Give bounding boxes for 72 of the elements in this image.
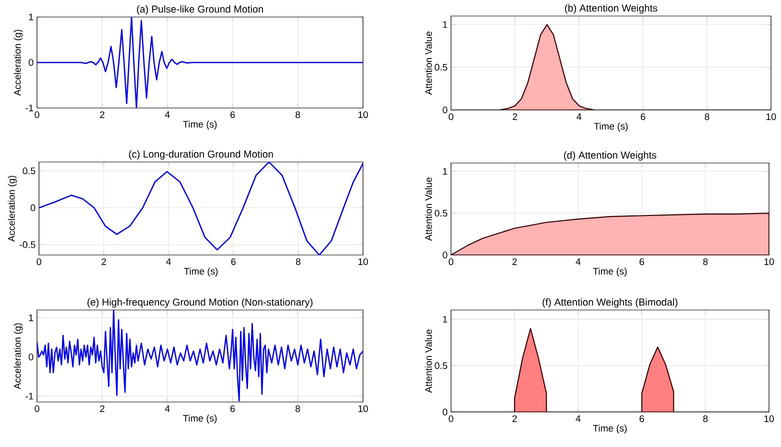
y-tick-label: 0 — [28, 59, 34, 66]
y-axis-title: Attention Value — [424, 330, 432, 393]
x-tick-label: 2 — [100, 405, 104, 412]
line-series — [37, 16, 364, 108]
x-tick-label: 2 — [512, 258, 517, 265]
chart-title: (e) High-frequency Ground Motion (Non-stationary) — [88, 298, 312, 308]
y-tick-label: 0.5 — [434, 362, 448, 369]
x-tick-label: 2 — [102, 258, 106, 265]
x-tick-label: 4 — [164, 111, 170, 118]
line-series — [39, 162, 364, 255]
x-tick-label: 10 — [764, 258, 774, 266]
x-tick-label: 2 — [100, 111, 104, 118]
x-tick-label: 10 — [766, 113, 776, 120]
y-tick-label: 1 — [443, 316, 448, 323]
x-tick-label: 2 — [512, 113, 518, 120]
chart-title: (b) Attention Weights — [565, 4, 658, 14]
x-tick-label: 4 — [576, 113, 582, 120]
chart-title: (c) Long-duration Ground Motion — [129, 150, 273, 160]
x-tick-label: 0 — [448, 258, 454, 266]
x-tick-label: 6 — [640, 113, 646, 120]
x-axis-title: Time (s) — [182, 414, 217, 424]
x-tick-label: 8 — [296, 111, 300, 118]
y-axis-title: Acceleration (g) — [14, 30, 23, 96]
x-tick-label: 10 — [358, 405, 368, 412]
x-tick-label: 8 — [703, 258, 708, 266]
y-tick-label: 0.5 — [434, 210, 448, 217]
chart-title: (a) Pulse-like Ground Motion — [136, 5, 263, 15]
x-axis-title: Time (s) — [184, 268, 218, 276]
x-axis-title: Time (s) — [592, 268, 627, 276]
x-axis-title: Time (s) — [182, 120, 217, 130]
x-tick-label: 6 — [640, 415, 644, 422]
y-tick-label: 1 — [29, 14, 34, 20]
x-tick-label: 6 — [230, 405, 235, 412]
y-tick-label: 0 — [442, 106, 448, 114]
x-tick-label: 4 — [164, 405, 170, 412]
x-tick-label: 8 — [296, 405, 300, 412]
chart-title: (d) Attention Weights — [564, 151, 656, 161]
x-tick-label: 4 — [576, 415, 581, 422]
x-tick-label: 8 — [296, 258, 300, 266]
x-tick-label: 6 — [230, 111, 235, 118]
chart-title: (f) Attention Weights (Bimodal) — [542, 298, 678, 308]
x-tick-label: 4 — [576, 258, 581, 265]
y-tick-label: 0.5 — [22, 167, 36, 174]
x-axis-title: Time (s) — [594, 122, 628, 132]
y-tick-label: -1 — [26, 392, 34, 400]
y-tick-label: 0 — [28, 354, 34, 360]
x-tick-label: 0 — [36, 258, 42, 266]
x-tick-label: 6 — [640, 258, 644, 266]
y-tick-label: 0 — [442, 252, 448, 258]
y-tick-label: -1 — [26, 104, 34, 112]
x-tick-label: 2 — [512, 415, 517, 422]
x-tick-label: 4 — [166, 258, 171, 265]
x-tick-label: 8 — [703, 415, 708, 422]
x-tick-label: 10 — [358, 111, 368, 118]
y-tick-label: 0 — [30, 204, 36, 212]
y-axis-title: Acceleration (g) — [14, 323, 23, 390]
x-tick-label: 8 — [704, 113, 710, 120]
y-axis-title: Acceleration (g) — [8, 176, 17, 242]
y-tick-label: 1 — [29, 314, 34, 322]
x-axis-title: Time (s) — [592, 424, 627, 434]
x-tick-label: 6 — [231, 258, 236, 266]
x-tick-label: 10 — [764, 415, 774, 422]
y-axis-title: Attention Value — [424, 32, 432, 95]
x-tick-label: 0 — [448, 113, 454, 120]
y-tick-label: 1 — [443, 21, 448, 28]
y-tick-label: 1 — [443, 168, 448, 175]
line-series — [37, 310, 364, 402]
x-tick-label: 0 — [448, 415, 454, 422]
y-tick-label: 0.5 — [434, 64, 448, 71]
x-tick-label: 10 — [358, 258, 368, 266]
y-tick-label: -0.5 — [20, 241, 36, 248]
y-axis-title: Attention Value — [424, 178, 432, 241]
